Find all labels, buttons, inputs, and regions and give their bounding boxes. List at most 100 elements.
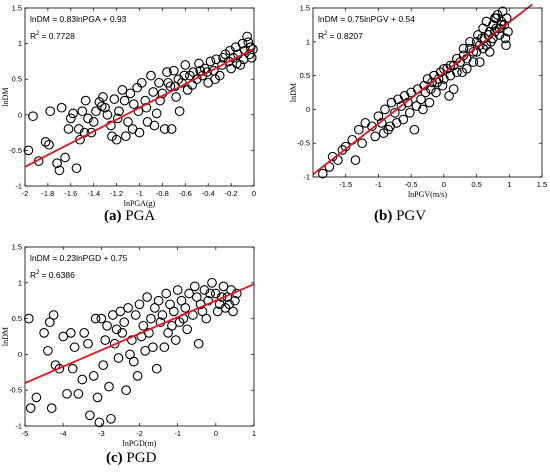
data-point (391, 118, 402, 128)
x-tick-label: -1.2 (110, 189, 123, 198)
data-point (427, 77, 437, 88)
data-point (73, 388, 84, 399)
data-point (140, 345, 151, 356)
data-point (134, 299, 145, 310)
data-point (207, 277, 217, 288)
data-point (127, 335, 137, 345)
data-point (67, 363, 78, 374)
data-point (96, 101, 107, 112)
data-point (501, 40, 511, 51)
data-point (237, 38, 248, 49)
data-point (113, 353, 124, 363)
data-point (119, 317, 130, 328)
data-point (431, 87, 441, 98)
data-point (151, 363, 162, 374)
data-point (385, 121, 396, 132)
data-point (167, 320, 177, 331)
data-point (386, 97, 397, 108)
data-point (138, 320, 149, 331)
r-squared-value: = 0.6386 (41, 270, 75, 280)
data-point (418, 104, 428, 115)
regression-line (312, 3, 533, 176)
x-tick-label: 0 (252, 189, 256, 198)
data-point (79, 328, 90, 338)
data-point (393, 94, 403, 105)
data-point (444, 91, 454, 101)
caption-pga: (a) PGA (104, 208, 156, 224)
x-tick-label: -1.4 (87, 189, 100, 198)
data-point (98, 92, 108, 102)
data-point (231, 58, 242, 69)
y-tick-label: 0.5 (12, 314, 22, 323)
data-point (45, 106, 56, 117)
data-point (448, 84, 459, 94)
y-tick-label: 1 (18, 39, 22, 48)
y-tick-label: 1 (306, 37, 310, 46)
data-point (411, 101, 422, 111)
data-point (182, 85, 193, 95)
data-point (468, 57, 479, 67)
data-point (474, 57, 485, 67)
data-point (157, 310, 168, 320)
data-point (69, 342, 80, 353)
r-squared-exponent: 2 (36, 270, 40, 276)
data-point (211, 54, 222, 65)
data-point (170, 335, 181, 345)
data-point (125, 88, 136, 99)
y-tick-label: 0 (18, 350, 22, 359)
regression-equation: lnDM = 0.83lnPGA + 0.93 (30, 14, 127, 24)
data-point (91, 106, 101, 117)
data-point (146, 313, 156, 324)
data-point (159, 124, 170, 134)
data-point (424, 97, 435, 108)
data-point (60, 152, 70, 163)
y-tick-label: 0.5 (300, 71, 310, 80)
panel-pgd: -5 -4 -3 -2 -1 0 1 -1 -0.5 0 0.5 1 1.5 lnPGD(m) lnDM ln… (1, 243, 256, 449)
data-point (163, 77, 173, 88)
data-point (121, 385, 131, 396)
x-axis-label: lnPGV(m/s) (408, 190, 447, 199)
x-tick-label: -0.8 (156, 189, 169, 198)
data-point (109, 338, 120, 349)
x-tick-label: 1 (507, 180, 511, 189)
data-point (238, 54, 249, 65)
data-point (195, 299, 206, 310)
data-point (370, 131, 381, 142)
data-point (28, 111, 38, 122)
data-point (136, 77, 147, 88)
data-point (153, 295, 164, 306)
data-point (416, 94, 426, 105)
x-tick-label: 1.5 (537, 180, 547, 189)
data-point (471, 36, 482, 47)
data-point (360, 118, 371, 128)
y-axis-label: lnDM (1, 327, 10, 346)
x-tick-label: -1 (136, 189, 143, 198)
x-tick-label: -0.5 (405, 180, 418, 189)
data-point (224, 299, 235, 310)
r-squared-symbol: R (30, 31, 36, 41)
data-point (43, 345, 53, 356)
data-point (172, 285, 183, 295)
data-point (180, 303, 191, 313)
data-point (378, 128, 389, 138)
data-point (148, 87, 159, 97)
data-point (62, 388, 72, 399)
caption-pgd: (c) PGD (106, 450, 157, 466)
data-point (127, 124, 138, 134)
data-point (128, 99, 139, 109)
data-point (452, 67, 462, 78)
data-point (73, 124, 84, 134)
data-point (123, 303, 133, 313)
data-point (83, 113, 93, 124)
data-point (130, 310, 141, 320)
r-squared-exponent: 2 (36, 31, 40, 37)
data-point (503, 26, 513, 37)
r-squared-symbol: R (30, 270, 36, 280)
x-tick-label: 1 (252, 429, 256, 438)
data-point (179, 70, 190, 81)
y-tick-label: 1.5 (12, 4, 22, 13)
data-point (107, 131, 117, 142)
data-point (128, 356, 139, 367)
data-point (96, 313, 107, 324)
